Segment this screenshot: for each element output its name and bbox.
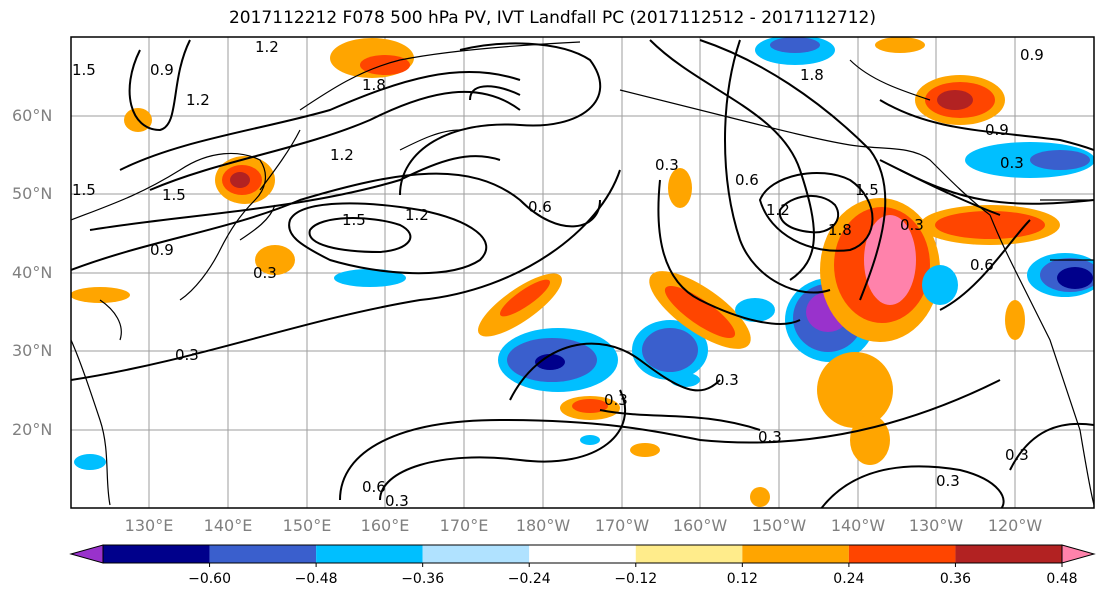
contour-label: 1.5	[72, 181, 96, 199]
colorbar-extend-high	[1061, 544, 1096, 564]
contour-label: 0.3	[900, 216, 924, 234]
contour-label: 1.5	[162, 186, 186, 204]
contour-label: 1.5	[342, 211, 366, 229]
lon-label: 140°E	[204, 516, 253, 535]
lon-label: 130°E	[125, 516, 174, 535]
colorbar-tick-label: 0.36	[940, 571, 971, 587]
longitude-axis: 130°E 140°E 150°E 160°E 170°E 180°W 170°…	[125, 516, 1043, 535]
contour-label: 0.9	[150, 241, 174, 259]
colorbar-tick-label: −0.24	[508, 571, 551, 587]
colorbar-extend-low	[69, 544, 104, 564]
contour-label: 1.5	[855, 181, 879, 199]
lat-label: 50°N	[12, 184, 52, 203]
colorbar-outline	[102, 544, 1063, 564]
lat-label: 20°N	[12, 420, 52, 439]
colorbar-segment	[422, 545, 530, 563]
lon-label: 150°W	[752, 516, 807, 535]
contour-label: 1.8	[828, 221, 852, 239]
contour-label-group: 1.5 0.9 1.2 1.8 1.2 1.5 1.2 1.5 0.9 0.3 …	[72, 38, 1044, 510]
contour-label: 0.9	[985, 121, 1009, 139]
contour-label: 1.2	[766, 201, 790, 219]
lon-label: 160°W	[673, 516, 728, 535]
contour-label: 1.8	[800, 66, 824, 84]
contour-label: 1.5	[72, 61, 96, 79]
colorbar-segment	[955, 545, 1062, 563]
lon-label: 160°E	[361, 516, 410, 535]
contour-label: 0.3	[1000, 154, 1024, 172]
lon-label: 130°W	[909, 516, 964, 535]
colorbar-segment	[529, 545, 636, 563]
contour-label: 0.3	[253, 264, 277, 282]
lon-label: 120°W	[988, 516, 1043, 535]
colorbar-segment	[209, 545, 317, 563]
contour-label: 1.2	[255, 38, 279, 56]
colorbar-segment	[316, 545, 423, 563]
lon-label: 180°W	[516, 516, 571, 535]
lat-label: 30°N	[12, 341, 52, 360]
colorbar-tick-label: 0.12	[727, 571, 758, 587]
contour-label: 1.2	[330, 146, 354, 164]
colorbar-segment	[635, 545, 743, 563]
contour-label: 0.3	[175, 346, 199, 364]
lon-label: 140°W	[831, 516, 886, 535]
contour-label: 0.3	[1005, 446, 1029, 464]
coastlines	[71, 41, 1094, 506]
contour-label: 0.3	[385, 492, 409, 510]
contour-label: 0.3	[715, 371, 739, 389]
contour-label: 0.3	[604, 391, 628, 409]
lon-label: 170°E	[440, 516, 489, 535]
contour-label: 0.3	[655, 156, 679, 174]
colorbar-segment	[103, 545, 210, 563]
colorbar-tick-label: −0.60	[188, 571, 231, 587]
lat-label: 40°N	[12, 263, 52, 282]
contour-label: 0.6	[970, 256, 994, 274]
contour-label: 1.8	[362, 76, 386, 94]
contour-label: 0.3	[758, 428, 782, 446]
pv-contours	[71, 39, 1094, 508]
lon-label: 170°W	[595, 516, 650, 535]
colorbar: −0.60 −0.48 −0.36 −0.24 −0.12 0.12 0.24 0.36 0.4…	[69, 544, 1096, 587]
contour-label: 0.6	[528, 198, 552, 216]
contour-label: 0.6	[735, 171, 759, 189]
lon-label: 150°E	[283, 516, 332, 535]
contour-label: 0.6	[362, 478, 386, 496]
contour-label: 1.2	[186, 91, 210, 109]
colorbar-segment	[848, 545, 956, 563]
contour-label: 0.9	[1020, 46, 1044, 64]
colorbar-tick-label: −0.48	[295, 571, 338, 587]
contour-label: 1.2	[405, 206, 429, 224]
colorbar-tick-label: −0.12	[614, 571, 657, 587]
colorbar-tick-label: 0.24	[833, 571, 864, 587]
colorbar-tick-label: 0.48	[1046, 571, 1077, 587]
anomaly-fields	[71, 37, 1094, 507]
contour-label: 0.3	[936, 472, 960, 490]
colorbar-tick-label: −0.36	[401, 571, 444, 587]
lat-label: 60°N	[12, 106, 52, 125]
colorbar-segment	[742, 545, 849, 563]
latitude-axis: 60°N 50°N 40°N 30°N 20°N	[12, 106, 52, 439]
map-title: 2017112212 F078 500 hPa PV, IVT Landfall…	[228, 8, 876, 28]
contour-label: 0.9	[150, 61, 174, 79]
map-border	[70, 36, 1095, 509]
